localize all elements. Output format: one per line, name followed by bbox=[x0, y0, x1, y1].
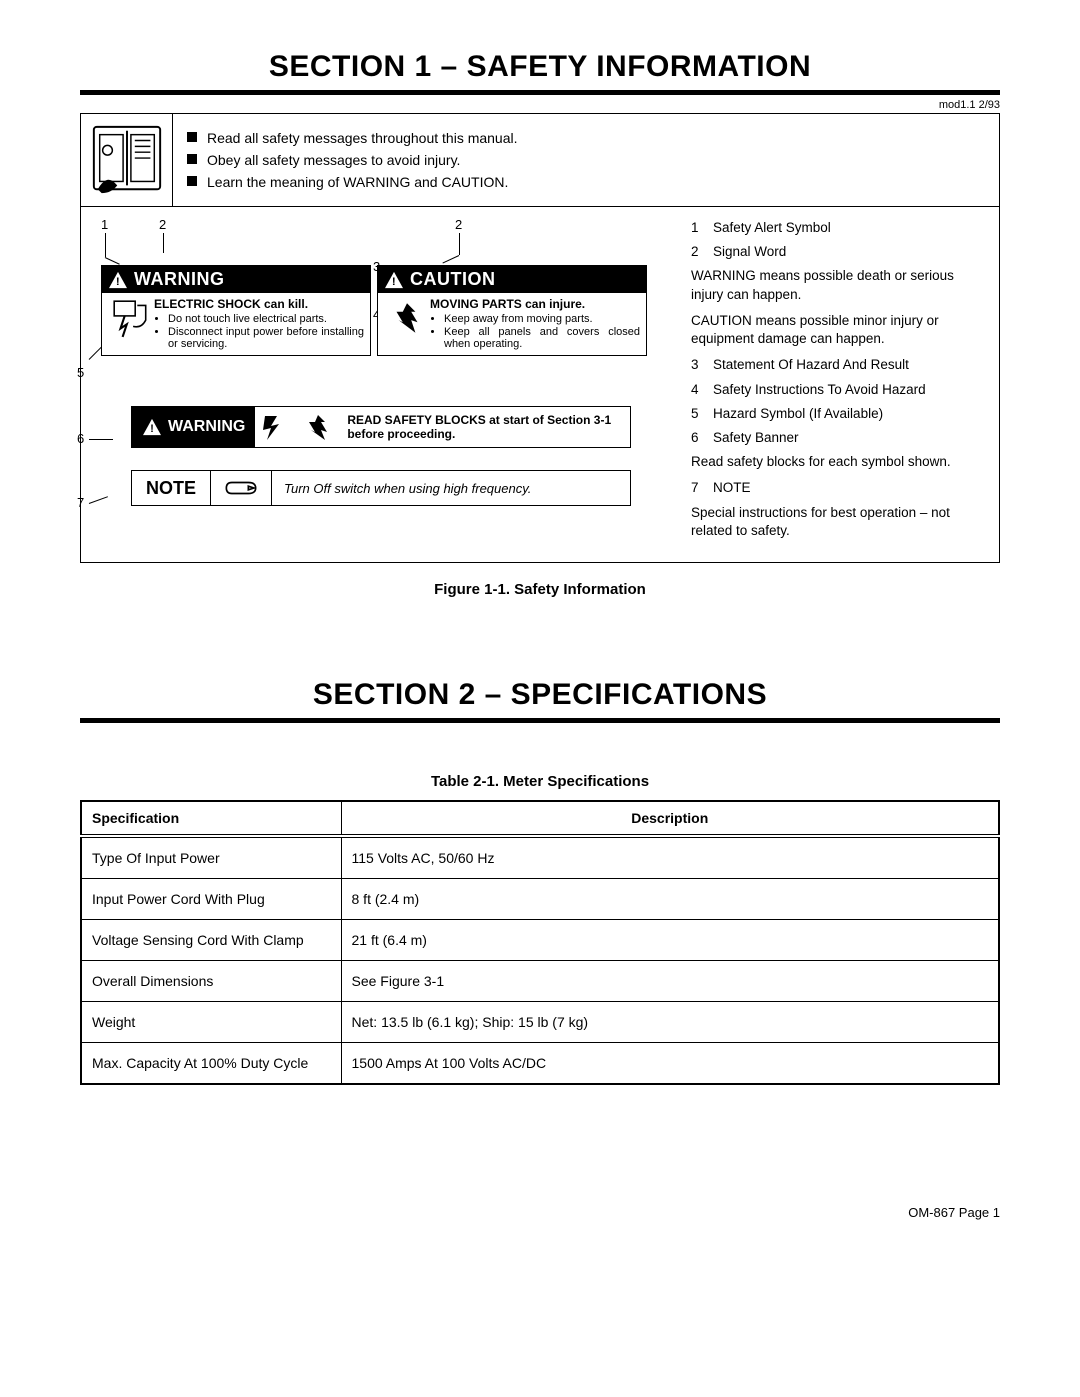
legend-text-7: NOTE bbox=[713, 479, 751, 497]
warning-item-1: Do not touch live electrical parts. bbox=[168, 313, 364, 325]
caution-head-text: CAUTION bbox=[410, 269, 496, 290]
legend-text-4: Safety Instructions To Avoid Hazard bbox=[713, 381, 926, 399]
banner-text: READ SAFETY BLOCKS at start of Section 3… bbox=[339, 407, 630, 447]
caution-item-1: Keep away from moving parts. bbox=[444, 313, 640, 325]
legend-text-1: Safety Alert Symbol bbox=[713, 219, 831, 237]
figure-1-1-caption: Figure 1-1. Safety Information bbox=[80, 581, 1000, 598]
intro-bullets: Read all safety messages throughout this… bbox=[173, 114, 999, 206]
banner-head: WARNING bbox=[168, 418, 245, 436]
col-specification: Specification bbox=[81, 801, 341, 836]
electric-shock-icon bbox=[108, 297, 154, 351]
page-footer: OM-867 Page 1 bbox=[80, 1205, 1000, 1220]
pointing-hand-icon bbox=[211, 471, 272, 505]
moving-parts-icon bbox=[384, 297, 430, 351]
safety-box: Read all safety messages throughout this… bbox=[80, 113, 1000, 563]
warning-head: ! WARNING bbox=[102, 266, 370, 293]
table-row: WeightNet: 13.5 lb (6.1 kg); Ship: 15 lb… bbox=[81, 1002, 999, 1043]
svg-text:!: ! bbox=[150, 423, 154, 435]
legend-num-2: 2 bbox=[691, 243, 713, 261]
safety-banner: ! WARNING READ SAFETY BLOCKS at start of… bbox=[131, 406, 631, 448]
table-2-1-caption: Table 2-1. Meter Specifications bbox=[80, 773, 1000, 790]
legend-num-5: 5 bbox=[691, 405, 713, 423]
table-row: Type Of Input Power115 Volts AC, 50/60 H… bbox=[81, 836, 999, 879]
note-head: NOTE bbox=[132, 471, 211, 505]
section-1-title: SECTION 1 – SAFETY INFORMATION bbox=[80, 50, 1000, 84]
legend-banner-desc: Read safety blocks for each symbol shown… bbox=[691, 453, 985, 471]
col-description: Description bbox=[341, 801, 999, 836]
legend-note-desc: Special instructions for best operation … bbox=[691, 504, 985, 540]
callout-6: 6 bbox=[77, 431, 84, 446]
section-2-rule bbox=[80, 718, 1000, 723]
warning-head-text: WARNING bbox=[134, 269, 225, 290]
caution-head: ! CAUTION bbox=[378, 266, 646, 293]
table-row: Input Power Cord With Plug8 ft (2.4 m) bbox=[81, 879, 999, 920]
legend-caution-desc: CAUTION means possible minor injury or e… bbox=[691, 312, 985, 348]
banner-shock-icon bbox=[255, 407, 297, 447]
alert-triangle-icon: ! bbox=[142, 418, 162, 436]
warning-item-2: Disconnect input power before installing… bbox=[168, 326, 364, 350]
legend-column: 1Safety Alert Symbol 2Signal Word WARNIN… bbox=[681, 207, 999, 562]
alert-triangle-icon: ! bbox=[108, 271, 128, 289]
callout-5: 5 bbox=[77, 365, 84, 380]
legend-warning-desc: WARNING means possible death or serious … bbox=[691, 267, 985, 303]
read-manual-icon bbox=[81, 114, 173, 206]
specifications-table: Specification Description Type Of Input … bbox=[80, 800, 1000, 1085]
legend-text-5: Hazard Symbol (If Available) bbox=[713, 405, 883, 423]
legend-num-4: 4 bbox=[691, 381, 713, 399]
legend-num-3: 3 bbox=[691, 356, 713, 374]
revision-note: mod1.1 2/93 bbox=[80, 99, 1000, 111]
svg-text:!: ! bbox=[116, 275, 120, 287]
intro-row: Read all safety messages throughout this… bbox=[81, 114, 999, 207]
warning-hazard-title: ELECTRIC SHOCK can kill. bbox=[154, 297, 308, 311]
callout-2b: 2 bbox=[455, 217, 462, 232]
intro-bullet-1: Read all safety messages throughout this… bbox=[207, 130, 518, 146]
alert-triangle-icon: ! bbox=[384, 271, 404, 289]
main-row: 1 2 2 3 4 5 6 7 bbox=[81, 207, 999, 562]
table-row: Max. Capacity At 100% Duty Cycle1500 Amp… bbox=[81, 1043, 999, 1085]
caution-block: ! CAUTION MOVING PARTS can injure. bbox=[377, 265, 647, 356]
callout-2a: 2 bbox=[159, 217, 166, 232]
note-text: Turn Off switch when using high frequenc… bbox=[272, 471, 543, 505]
warning-block: ! WARNING ELECTRIC bbox=[101, 265, 371, 356]
caution-item-2: Keep all panels and covers closed when o… bbox=[444, 326, 640, 350]
legend-num-1: 1 bbox=[691, 219, 713, 237]
section-2-title: SECTION 2 – SPECIFICATIONS bbox=[80, 678, 1000, 712]
table-row: Overall DimensionsSee Figure 3-1 bbox=[81, 961, 999, 1002]
legend-num-6: 6 bbox=[691, 429, 713, 447]
callout-1: 1 bbox=[101, 217, 108, 232]
note-block: NOTE Turn Off switch when using high fre… bbox=[131, 470, 631, 506]
legend-text-6: Safety Banner bbox=[713, 429, 799, 447]
intro-bullet-2: Obey all safety messages to avoid injury… bbox=[207, 152, 460, 168]
callout-7: 7 bbox=[77, 495, 84, 510]
table-row: Voltage Sensing Cord With Clamp21 ft (6.… bbox=[81, 920, 999, 961]
caution-hazard-title: MOVING PARTS can injure. bbox=[430, 297, 585, 311]
legend-text-3: Statement Of Hazard And Result bbox=[713, 356, 909, 374]
intro-bullet-3: Learn the meaning of WARNING and CAUTION… bbox=[207, 174, 508, 190]
svg-text:!: ! bbox=[392, 275, 396, 287]
signal-blocks-row: ! WARNING ELECTRIC bbox=[101, 265, 673, 356]
diagram-column: 1 2 2 3 4 5 6 7 bbox=[81, 207, 681, 562]
legend-num-7: 7 bbox=[691, 479, 713, 497]
banner-moving-parts-icon bbox=[297, 407, 339, 447]
section-1-rule bbox=[80, 90, 1000, 95]
legend-text-2: Signal Word bbox=[713, 243, 786, 261]
